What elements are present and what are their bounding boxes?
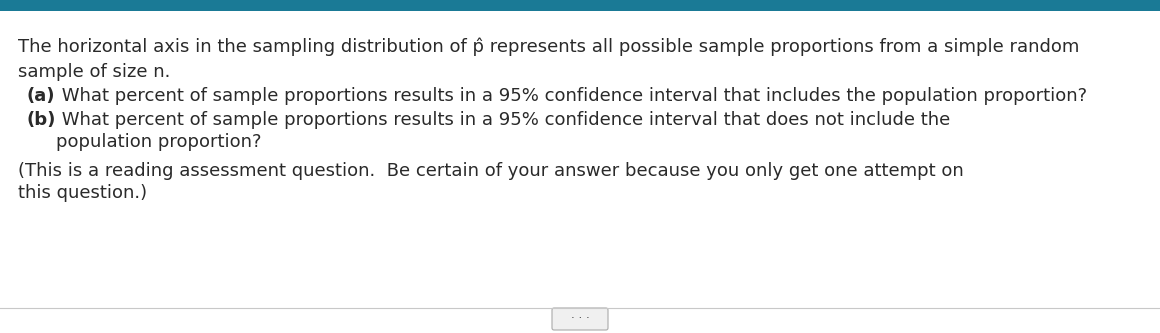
Text: (a): (a) — [26, 87, 55, 105]
Text: population proportion?: population proportion? — [56, 133, 261, 151]
Text: sample of size n.: sample of size n. — [19, 63, 171, 81]
FancyBboxPatch shape — [552, 308, 608, 330]
Text: (b): (b) — [26, 111, 56, 129]
Text: · · ·: · · · — [571, 312, 589, 325]
Text: The horizontal axis in the sampling distribution of p̂ represents all possible s: The horizontal axis in the sampling dist… — [19, 38, 1079, 57]
Text: What percent of sample proportions results in a 95% confidence interval that inc: What percent of sample proportions resul… — [56, 87, 1087, 105]
Text: (This is a reading assessment question.  Be certain of your answer because you o: (This is a reading assessment question. … — [19, 162, 964, 180]
Text: What percent of sample proportions results in a 95% confidence interval that doe: What percent of sample proportions resul… — [56, 111, 950, 129]
Bar — [0, 0, 1160, 11]
Text: this question.): this question.) — [19, 184, 147, 202]
